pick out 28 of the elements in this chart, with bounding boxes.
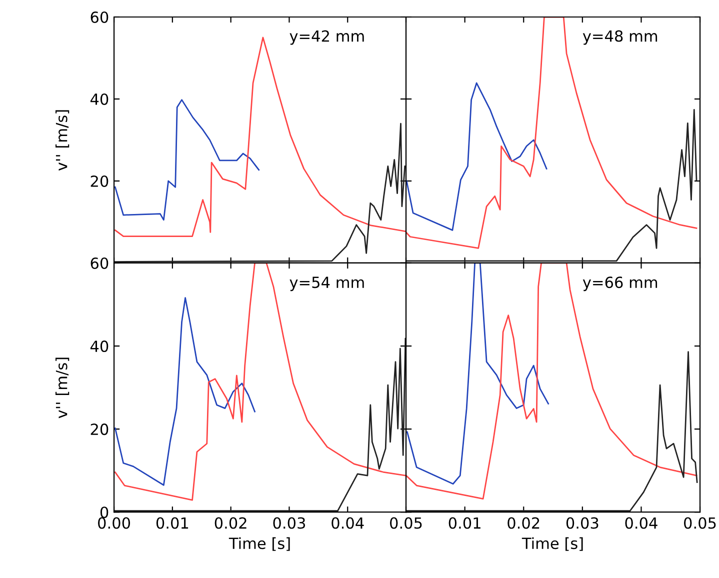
- y-tick-label: 40: [90, 93, 108, 106]
- x-tick-label: 0.04: [332, 517, 364, 529]
- y-tick-label: 0: [100, 506, 108, 518]
- y-tick-label: 60: [90, 257, 108, 270]
- annotation: y=54 mm: [290, 276, 364, 292]
- x-tick-label: 0.05: [684, 517, 716, 529]
- line-series: [114, 99, 260, 221]
- x-tick-label: 0.01: [156, 517, 188, 529]
- y-tick-label: 20: [90, 424, 108, 436]
- annotation: y=66 mm: [582, 276, 658, 292]
- y-tick-label: 60: [90, 11, 108, 24]
- annotation: y=48 mm: [582, 30, 658, 45]
- y-tick-label: 40: [90, 340, 108, 352]
- line-series: [114, 297, 256, 486]
- annotation: y=42 mm: [290, 30, 364, 45]
- x-tick-label: 0.04: [625, 517, 658, 529]
- x-tick-label: 0.05: [390, 517, 422, 529]
- x-tick-label: 0.03: [273, 517, 306, 529]
- x-tick-label: 0.00: [98, 517, 130, 529]
- y-tick-label: 20: [90, 175, 108, 188]
- x-axis-title: Time [s]: [228, 537, 290, 551]
- x-tick-label: 0.03: [566, 517, 598, 529]
- x-tick-label: 0.02: [214, 517, 246, 529]
- x-axis-title: Time [s]: [522, 537, 583, 551]
- y-axis-title: v'' [m/s]: [56, 358, 70, 418]
- x-tick-label: 0.02: [508, 517, 540, 529]
- y-axis-title: v'' [m/s]: [56, 110, 70, 171]
- x-tick-label: 0.01: [448, 517, 480, 529]
